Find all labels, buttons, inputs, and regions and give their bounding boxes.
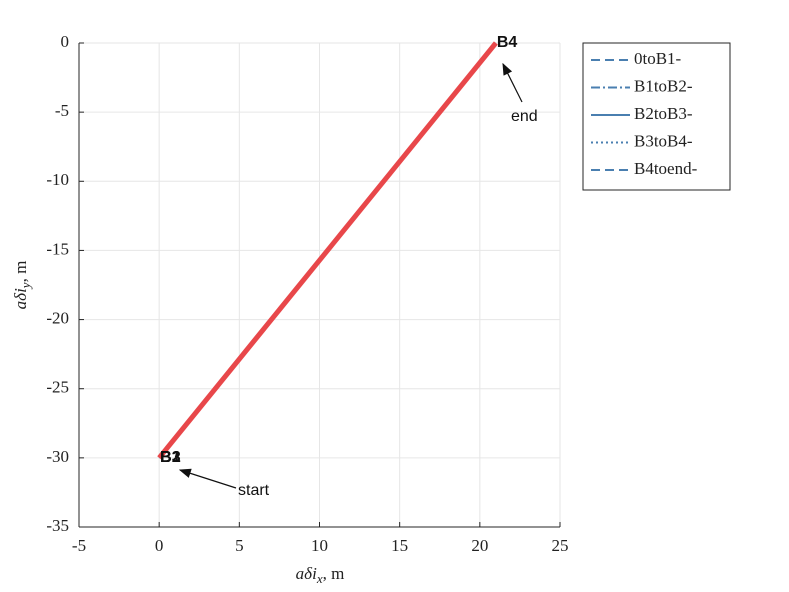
annotation-arrow	[502, 62, 523, 103]
legend-label: B2toB3-	[634, 104, 693, 123]
y-tick-label: -20	[46, 308, 69, 327]
y-tick-label: -15	[46, 239, 69, 258]
annotation: start	[238, 482, 270, 499]
x-tick-label: -5	[72, 536, 86, 555]
y-axis-label: aδiy, m	[11, 261, 33, 310]
legend-label: B4toend-	[634, 159, 698, 178]
y-tick-label: 0	[61, 32, 70, 51]
trajectory-line	[157, 41, 498, 460]
y-tick-label: -30	[46, 447, 69, 466]
legend-label: B3toB4-	[634, 131, 693, 150]
legend-label: B1toB2-	[634, 76, 693, 95]
point-label: B3	[160, 449, 181, 466]
x-tick-label: 20	[471, 536, 488, 555]
x-tick-label: 0	[155, 536, 164, 555]
y-tick-label: -10	[46, 170, 69, 189]
x-tick-label: 25	[552, 536, 569, 555]
y-tick-label: -35	[46, 516, 69, 535]
x-tick-label: 15	[391, 536, 408, 555]
x-tick-label: 5	[235, 536, 244, 555]
point-label: B2	[160, 449, 181, 466]
legend-label: 0toB1-	[634, 49, 682, 68]
x-axis-label: aδix, m	[296, 564, 345, 586]
x-tick-label: 10	[311, 536, 328, 555]
y-tick-label: -5	[55, 101, 69, 120]
y-tick-label: -25	[46, 378, 69, 397]
point-label: B4	[497, 34, 518, 51]
point-label: B1	[160, 449, 181, 466]
legend	[582, 42, 731, 191]
annotation-arrow	[178, 468, 237, 489]
annotation: end	[511, 108, 538, 125]
